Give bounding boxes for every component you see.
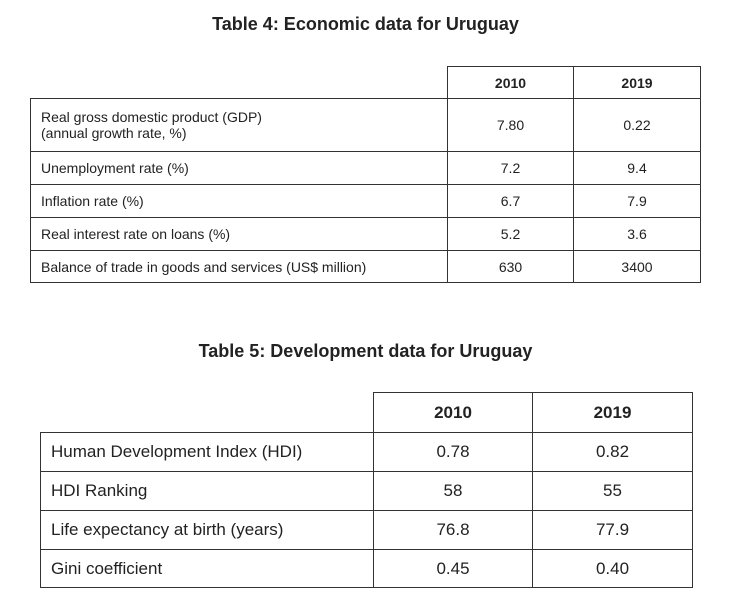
label-line: HDI Ranking: [51, 481, 148, 500]
table-row: Real gross domestic product (GDP) (annual…: [30, 98, 701, 152]
table-row: Gini coefficient 0.45 0.40: [40, 549, 693, 588]
column-header: 2019: [532, 392, 693, 433]
column-header: 2019: [573, 66, 701, 99]
row-label: Inflation rate (%): [30, 184, 448, 218]
blank-cell: [41, 393, 374, 433]
label-line: Human Development Index (HDI): [51, 442, 303, 461]
label-line: Unemployment rate (%): [41, 160, 189, 176]
row-label: Real gross domestic product (GDP) (annual…: [30, 98, 448, 152]
table-title: Table 5: Development data for Uruguay: [198, 341, 533, 361]
row-label: Life expectancy at birth (years): [40, 510, 374, 550]
cell-value: 6.7: [447, 184, 574, 218]
label-line: Real gross domestic product (GDP): [41, 109, 262, 125]
label-line: Real interest rate on loans (%): [41, 226, 231, 242]
blank-cell: [31, 67, 448, 99]
cell-value: 0.40: [532, 549, 693, 588]
column-header: 2010: [373, 392, 533, 433]
row-label: Unemployment rate (%): [30, 151, 448, 185]
row-label: Balance of trade in goods and services (…: [30, 250, 448, 283]
cell-value: 55: [532, 471, 693, 511]
table-row: HDI Ranking 58 55: [40, 471, 693, 511]
cell-value: 7.80: [447, 98, 574, 152]
cell-value: 0.78: [373, 432, 533, 472]
cell-value: 7.9: [573, 184, 701, 218]
row-label: HDI Ranking: [40, 471, 374, 511]
cell-value: 58: [373, 471, 533, 511]
column-header: 2010: [447, 66, 574, 99]
cell-value: 5.2: [447, 217, 574, 251]
cell-value: 7.2: [447, 151, 574, 185]
table-row: Inflation rate (%) 6.7 7.9: [30, 184, 701, 218]
cell-value: 0.82: [532, 432, 693, 472]
table-row: Human Development Index (HDI) 0.78 0.82: [40, 432, 693, 472]
row-label: Gini coefficient: [40, 549, 374, 588]
cell-value: 77.9: [532, 510, 693, 550]
cell-value: 9.4: [573, 151, 701, 185]
cell-value: 3.6: [573, 217, 701, 251]
table-title: Table 4: Economic data for Uruguay: [212, 14, 519, 34]
table: 2010 2019 Real gross domestic product (GDP…: [30, 66, 701, 283]
table-row: Real interest rate on loans (%) 5.2 3.6: [30, 217, 701, 251]
label-line: Life expectancy at birth (years): [51, 520, 284, 539]
label-line: Inflation rate (%): [41, 193, 144, 209]
cell-value: 0.22: [573, 98, 701, 152]
cell-value: 3400: [573, 250, 701, 283]
table-row: Unemployment rate (%) 7.2 9.4: [30, 151, 701, 185]
row-label: Real interest rate on loans (%): [30, 217, 448, 251]
label-line: (annual growth rate, %): [41, 125, 187, 141]
row-label: Human Development Index (HDI): [40, 432, 374, 472]
table-row: Balance of trade in goods and services (…: [30, 250, 701, 283]
label-line: Gini coefficient: [51, 558, 163, 578]
cell-value: 0.45: [373, 549, 533, 588]
table-row: Life expectancy at birth (years) 76.8 77.9: [40, 510, 693, 550]
header-row: 2010 2019: [31, 66, 701, 99]
table: 2010 2019 Human Development Index (HDI) 0.7…: [40, 392, 693, 588]
label-line: Balance of trade in goods and services (…: [41, 258, 367, 275]
cell-value: 76.8: [373, 510, 533, 550]
cell-value: 630: [447, 250, 574, 283]
header-row: 2010 2019: [41, 392, 693, 433]
